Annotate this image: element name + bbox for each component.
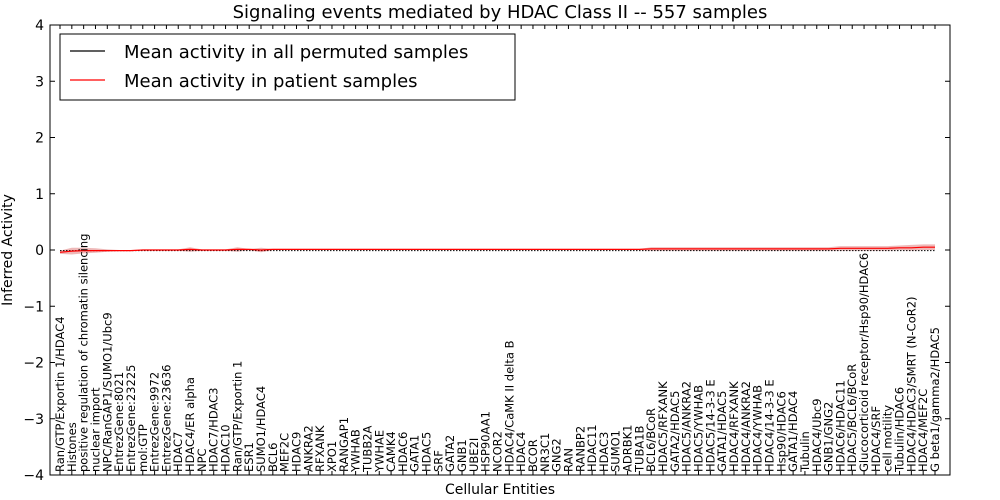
x-category-label: RANGAP1 [337,417,351,472]
x-category-label: UBE2I [467,438,481,472]
x-category-label: positive regulation of chromatin silenci… [77,234,91,472]
x-category-label: ESR1 [242,442,256,472]
x-category-label: GATA1/HDAC5 [715,391,729,472]
x-category-label: HDAC5/14-3-3 E [703,379,717,472]
x-category-label: Hsp90/HDAC6 [774,391,788,472]
x-category-label: NCOR2 [491,431,505,472]
x-category-label: HDAC4/ANKRA2 [739,381,753,472]
x-category-label: HDAC4/ER alpha [183,377,197,472]
x-category-label: HDAC4/CaMK II delta B [502,340,516,472]
x-category-label: GNB1/GNG2 [822,402,836,472]
x-category-label: HDAC7 [171,432,185,472]
x-category-label: GATA1 [408,435,422,472]
x-category-label: HDAC4/SRF [869,406,883,472]
y-tick-label: 3 [35,74,44,90]
x-category-label: MEF2C [278,433,292,472]
x-category-label: TUBA1B [632,425,646,473]
x-category-label: ANKRA2 [301,425,315,472]
x-category-label: HDAC6/HDAC11 [833,380,847,472]
x-category-label: CAMK4 [384,431,398,472]
x-category-label: RFXANK [313,425,327,472]
x-category-label: HDAC11 [585,424,599,472]
x-category-label: HDAC4/14-3-3 E [762,379,776,472]
patient-mean-line [59,246,935,253]
x-category-label: HDAC4/HDAC3/SMRT (N-CoR2) [904,296,918,472]
x-category-label: Histones [65,422,79,472]
x-category-label: RAN [561,448,575,472]
x-category-label: HSP90AA1 [479,411,493,472]
x-category-label: SUMO1 [609,430,623,472]
x-category-label: HDAC3 [597,432,611,472]
x-category-label: HDAC6 [396,432,410,472]
chart-title: Signaling events mediated by HDAC Class … [233,2,768,23]
y-tick-label: 0 [35,243,44,259]
x-category-label: EntrezGene:9972 [148,372,162,472]
x-category-label: GATA2 [443,435,457,472]
legend: Mean activity in all permuted samples Me… [59,33,516,101]
x-category-label: ADRBK1 [621,425,635,472]
x-category-label: HDAC9 [289,432,303,472]
x-category-label: NPC/RanGAP1/SUMO1/Ubc9 [100,312,114,472]
plot-frame [49,24,951,476]
x-category-label: HDAC7/HDAC3 [207,388,221,473]
x-category-label: Tubulin/HDAC6 [893,387,907,473]
x-category-label: EntrezGene:8021 [112,372,126,472]
series-lines [59,246,935,253]
x-category-label: NPC [195,448,209,472]
x-category-label: SRF [431,450,445,472]
x-category-label: GATA2/HDAC5 [668,391,682,472]
y-tick-label: 2 [35,131,44,147]
x-category-label: Tubulin [798,431,812,473]
x-category-label: G beta1/gamma2/HDAC5 [928,327,942,472]
legend-box [59,33,516,101]
legend-patient-label: Mean activity in patient samples [124,71,418,92]
y-tick-label: −3 [23,412,44,428]
x-category-label: NR3C1 [538,433,552,472]
x-category-label: YWHAE [372,430,386,473]
x-category-label: Ran/GTP/Exportin 1/HDAC4 [53,316,67,472]
legend-permuted-label: Mean activity in all permuted samples [124,42,468,63]
x-category-label: XPO1 [325,441,339,472]
x-category-label: BCL6 [266,443,280,472]
x-category-label: Ran/GTP/Exportin 1 [230,361,244,472]
y-tick-label: −2 [23,356,44,372]
x-category-label: HDAC5/BCL6/BCoR [845,364,859,472]
x-category-label: SUMO1/HDAC4 [254,386,268,472]
x-category-label: mol:GTP [136,424,150,472]
x-axis-ticks [59,25,936,475]
y-axis-label: Inferred Activity [0,194,16,306]
y-tick-label: −1 [23,299,44,315]
y-axis-ticks: −4 −3 −2 −1 0 1 2 3 4 [23,18,950,484]
x-category-label: HDAC4/MEF2C [916,389,930,472]
x-category-label: nuclear import [88,387,102,472]
x-category-label: YWHAB [349,429,363,473]
x-category-label: HDAC4 [514,432,528,472]
x-category-label: EntrezGene:23636 [159,365,173,472]
x-axis-label: Cellular Entities [445,482,555,498]
y-tick-label: −4 [23,468,44,484]
x-category-label: HDAC5 [420,432,434,472]
x-category-label: GATA1/HDAC4 [786,391,800,472]
x-category-label: BCOR [526,439,540,472]
x-category-labels: Ran/GTP/Exportin 1/HDAC4Histonespositive… [53,234,942,473]
x-category-label: HDAC10 [219,424,233,472]
x-category-label: EntrezGene:23225 [124,365,138,472]
x-category-label: RANBP2 [573,426,587,472]
x-category-label: cell motility [881,405,895,472]
x-category-label: GNG2 [550,438,564,472]
x-category-label: HDAC4/YWHAB [751,385,765,472]
x-category-label: Glucocorticoid receptor/Hsp90/HDAC6 [857,253,871,472]
x-category-label: HDAC5/ANKRA2 [680,381,694,472]
x-category-label: HDAC5/YWHAB [692,385,706,472]
x-category-label: HDAC4/Ubc9 [810,398,824,472]
x-category-label: HDAC5/RFXANK [656,381,670,472]
x-category-label: TUBB2A [360,425,374,473]
x-category-label: HDAC4/RFXANK [727,381,741,472]
y-tick-label: 1 [35,187,44,203]
y-tick-label: 4 [35,18,44,34]
x-category-label: GNB1 [455,439,469,472]
x-category-label: BCL6/BCoR [644,408,658,472]
